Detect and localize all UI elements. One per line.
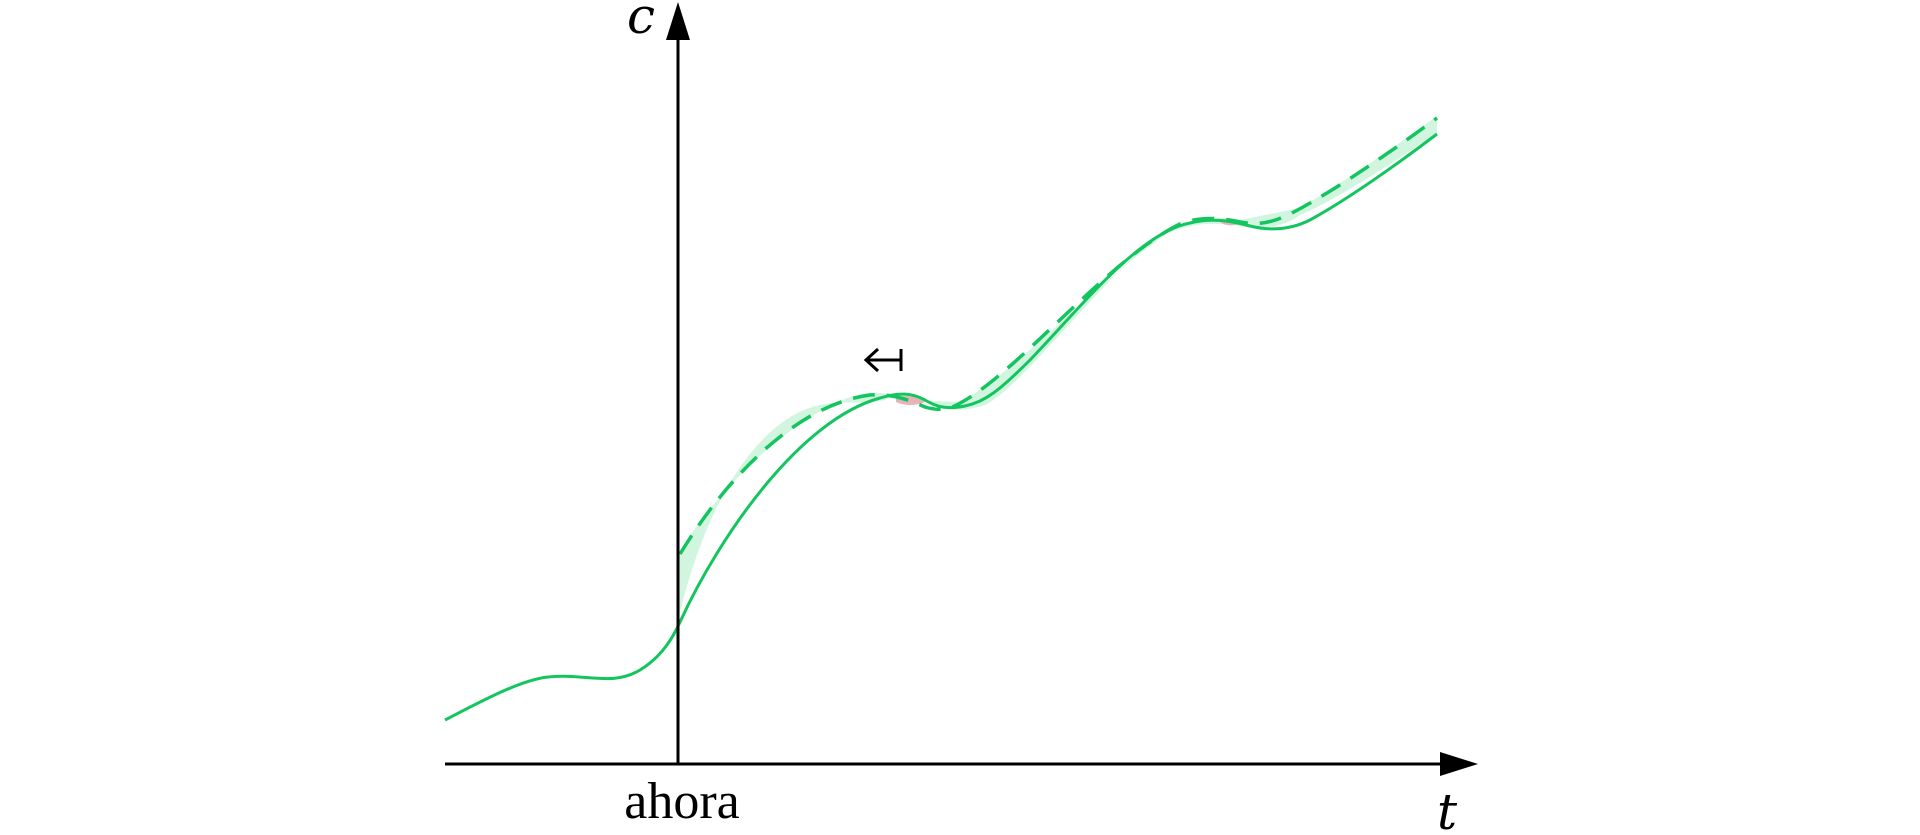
x-axis-label: t (1437, 783, 1458, 835)
y-axis-label: c (627, 0, 655, 45)
dashed-curve (678, 116, 1439, 555)
solid-curve (444, 132, 1438, 722)
shaded-band (677, 116, 1437, 625)
left-arrow-with-bar-icon (863, 347, 903, 373)
x-axis-arrowhead (1440, 752, 1478, 776)
now-label: ahora (624, 773, 739, 830)
y-axis-arrowhead (666, 2, 690, 40)
